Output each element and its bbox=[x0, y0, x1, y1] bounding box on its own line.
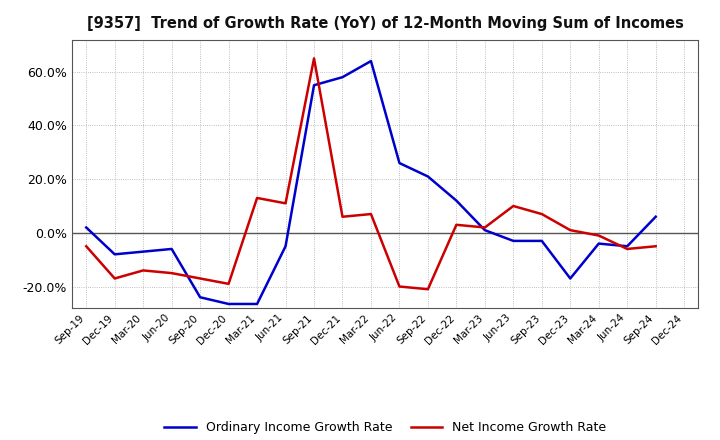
Net Income Growth Rate bbox=[82, 244, 91, 249]
Ordinary Income Growth Rate bbox=[225, 301, 233, 307]
Ordinary Income Growth Rate bbox=[253, 301, 261, 307]
Net Income Growth Rate bbox=[537, 211, 546, 216]
Net Income Growth Rate bbox=[253, 195, 261, 201]
Net Income Growth Rate bbox=[167, 271, 176, 276]
Ordinary Income Growth Rate bbox=[480, 227, 489, 233]
Ordinary Income Growth Rate bbox=[196, 295, 204, 300]
Net Income Growth Rate bbox=[310, 56, 318, 61]
Ordinary Income Growth Rate bbox=[395, 161, 404, 166]
Ordinary Income Growth Rate bbox=[595, 241, 603, 246]
Net Income Growth Rate bbox=[509, 203, 518, 209]
Ordinary Income Growth Rate bbox=[167, 246, 176, 252]
Net Income Growth Rate bbox=[338, 214, 347, 220]
Ordinary Income Growth Rate bbox=[423, 174, 432, 179]
Net Income Growth Rate bbox=[652, 244, 660, 249]
Net Income Growth Rate bbox=[282, 201, 290, 206]
Net Income Growth Rate bbox=[595, 233, 603, 238]
Ordinary Income Growth Rate bbox=[452, 198, 461, 203]
Ordinary Income Growth Rate bbox=[509, 238, 518, 243]
Ordinary Income Growth Rate bbox=[566, 276, 575, 281]
Ordinary Income Growth Rate bbox=[110, 252, 119, 257]
Ordinary Income Growth Rate bbox=[282, 244, 290, 249]
Net Income Growth Rate bbox=[139, 268, 148, 273]
Net Income Growth Rate bbox=[366, 211, 375, 216]
Net Income Growth Rate bbox=[395, 284, 404, 289]
Ordinary Income Growth Rate bbox=[537, 238, 546, 243]
Legend: Ordinary Income Growth Rate, Net Income Growth Rate: Ordinary Income Growth Rate, Net Income … bbox=[159, 416, 611, 439]
Net Income Growth Rate bbox=[225, 281, 233, 286]
Net Income Growth Rate bbox=[566, 227, 575, 233]
Title: [9357]  Trend of Growth Rate (YoY) of 12-Month Moving Sum of Incomes: [9357] Trend of Growth Rate (YoY) of 12-… bbox=[87, 16, 683, 32]
Net Income Growth Rate bbox=[623, 246, 631, 252]
Line: Net Income Growth Rate: Net Income Growth Rate bbox=[86, 59, 656, 289]
Ordinary Income Growth Rate bbox=[623, 244, 631, 249]
Ordinary Income Growth Rate bbox=[366, 59, 375, 64]
Line: Ordinary Income Growth Rate: Ordinary Income Growth Rate bbox=[86, 61, 656, 304]
Ordinary Income Growth Rate bbox=[82, 225, 91, 230]
Net Income Growth Rate bbox=[196, 276, 204, 281]
Ordinary Income Growth Rate bbox=[652, 214, 660, 220]
Ordinary Income Growth Rate bbox=[338, 74, 347, 80]
Ordinary Income Growth Rate bbox=[139, 249, 148, 254]
Net Income Growth Rate bbox=[480, 225, 489, 230]
Ordinary Income Growth Rate bbox=[310, 83, 318, 88]
Net Income Growth Rate bbox=[423, 286, 432, 292]
Net Income Growth Rate bbox=[110, 276, 119, 281]
Net Income Growth Rate bbox=[452, 222, 461, 227]
